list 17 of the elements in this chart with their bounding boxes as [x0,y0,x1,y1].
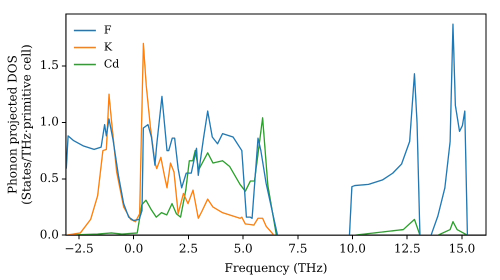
y-axis-title: Phonon projected DOS (States/THz·primitive cell) [5,44,34,205]
x-tick-label: 15.0 [448,242,476,256]
y-tick-label: 1.0 [40,114,59,128]
x-tick-label: 2.5 [178,242,198,256]
x-tick-label: 5.0 [234,242,253,256]
x-tick-label: 7.5 [288,242,308,256]
legend-label: K [104,40,113,54]
y-tick-label: 0.0 [40,227,59,242]
y-tick-label: 0.5 [40,170,59,185]
legend-label: Cd [104,57,120,70]
x-tick-label: 12.5 [394,242,421,256]
x-axis-title: Frequency (THz) [224,260,328,275]
x-tick-label: −2.5 [64,242,94,256]
legend-label: F [104,23,112,36]
x-tick-label: 0.0 [124,242,144,256]
x-tick-label: 10.0 [339,242,366,256]
y-tick-label: 1.5 [40,58,59,72]
